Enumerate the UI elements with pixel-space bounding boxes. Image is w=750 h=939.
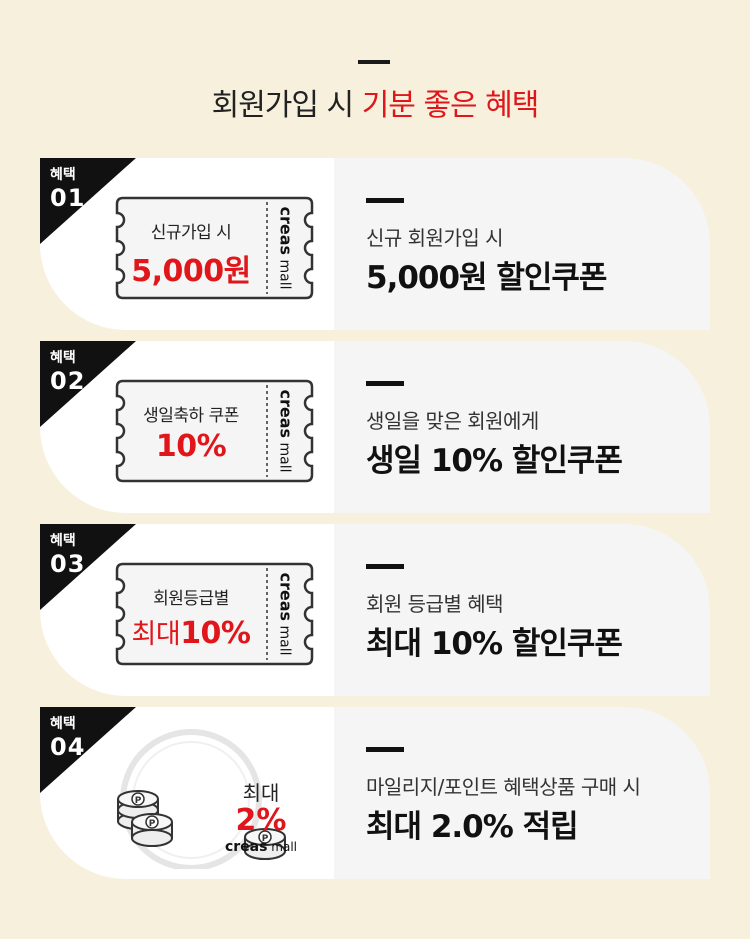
coupon-condition: 신규가입 시: [150, 223, 232, 243]
benefit-description: 마일리지/포인트 혜택상품 구매 시: [366, 775, 641, 799]
brand-logo: creas mall: [224, 839, 298, 855]
badge-number: 04: [50, 733, 86, 761]
badge-label: 혜택: [50, 167, 76, 183]
benefit-description: 신규 회원가입 시: [366, 226, 504, 250]
benefit-card-3: 회원 등급별 혜택 최대 10% 할인쿠폰 혜택 03 회원등급별 최대10% …: [40, 524, 710, 696]
brand-logo: creas mall: [276, 206, 296, 290]
benefit-headline: 최대 2.0% 적립: [366, 809, 579, 845]
benefit-badge: 혜택 04: [50, 717, 85, 759]
desc-dash: [366, 564, 404, 569]
badge-number: 01: [50, 184, 86, 212]
benefit-headline: 5,000원 할인쿠폰: [366, 260, 607, 296]
coupon-condition: 회원등급별: [153, 589, 229, 609]
benefit-card-4: 마일리지/포인트 혜택상품 구매 시 최대 2.0% 적립 혜택 04 P: [40, 707, 710, 879]
title-highlight: 기분 좋은 혜택: [361, 88, 540, 123]
coupon-value: 2%: [235, 803, 287, 838]
ticket-outline-icon: [115, 562, 314, 666]
svg-text:P: P: [262, 834, 269, 844]
badge-label: 혜택: [50, 716, 76, 732]
desc-dash: [366, 198, 404, 203]
page-title: 회원가입 시 기분 좋은 혜택: [0, 80, 750, 124]
badge-label: 혜택: [50, 350, 76, 366]
ticket-outline-icon: [115, 379, 314, 483]
benefit-description: 회원 등급별 혜택: [366, 592, 504, 616]
coupon-value: 10%: [155, 429, 227, 464]
desc-dash: [366, 381, 404, 386]
brand-logo: creas mall: [276, 389, 296, 473]
desc-dash: [366, 747, 404, 752]
card-right-panel: 마일리지/포인트 혜택상품 구매 시 최대 2.0% 적립: [334, 707, 710, 879]
benefit-card-1: 신규 회원가입 시 5,000원 할인쿠폰 혜택 01 신규가입 시 5,000…: [40, 158, 710, 330]
badge-corner: [40, 707, 136, 793]
brand-logo: creas mall: [276, 572, 296, 656]
coupon-value-prefix: 최대: [131, 619, 181, 650]
benefit-headline: 최대 10% 할인쿠폰: [366, 626, 623, 662]
svg-text:P: P: [135, 796, 142, 806]
title-plain: 회원가입 시: [211, 88, 355, 123]
coin-stack-icon: P P P: [117, 729, 286, 871]
benefit-badge: 혜택 01: [50, 168, 85, 210]
coupon-value: 최대10%: [115, 612, 267, 651]
benefit-badge: 혜택 02: [50, 351, 85, 393]
card-right-panel: 생일을 맞은 회원에게 생일 10% 할인쿠폰: [334, 341, 710, 513]
benefit-badge: 혜택 03: [50, 534, 85, 576]
coupon-value: 5,000원: [131, 254, 251, 289]
badge-number: 03: [50, 550, 86, 578]
coupon-ticket: 회원등급별 최대10% creas mall: [115, 562, 314, 666]
title-dash: [358, 60, 390, 64]
badge-label: 혜택: [50, 533, 76, 549]
coupon-condition: 생일축하 쿠폰: [143, 406, 239, 426]
svg-text:P: P: [149, 819, 156, 829]
coupon-ticket: 신규가입 시 5,000원 creas mall: [115, 196, 314, 300]
ticket-outline-icon: [115, 196, 314, 300]
coupon-ticket: 생일축하 쿠폰 10% creas mall: [115, 379, 314, 483]
point-coins-illustration: P P P 최대 2% creas mall: [110, 729, 330, 871]
benefit-description: 생일을 맞은 회원에게: [366, 409, 539, 433]
benefit-headline: 생일 10% 할인쿠폰: [366, 443, 623, 479]
coupon-condition: 최대: [242, 781, 280, 805]
badge-number: 02: [50, 367, 86, 395]
card-right-panel: 신규 회원가입 시 5,000원 할인쿠폰: [334, 158, 710, 330]
card-right-panel: 회원 등급별 혜택 최대 10% 할인쿠폰: [334, 524, 710, 696]
benefit-card-2: 생일을 맞은 회원에게 생일 10% 할인쿠폰 혜택 02 생일축하 쿠폰 10…: [40, 341, 710, 513]
coupon-value-number: 10%: [180, 616, 251, 651]
